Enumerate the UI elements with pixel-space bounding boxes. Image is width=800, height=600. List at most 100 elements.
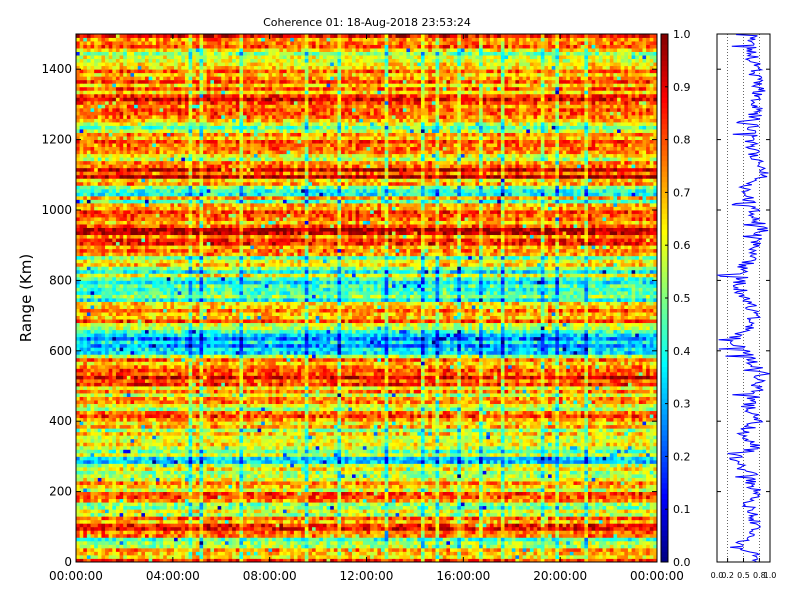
heatmap-cell (264, 544, 269, 549)
heatmap-cell (228, 526, 233, 531)
heatmap-cell (410, 505, 415, 510)
heatmap-cell (141, 551, 146, 556)
heatmap-cell (584, 456, 589, 461)
heatmap-cell (217, 466, 222, 471)
heatmap-cell (134, 551, 139, 556)
heatmap-cell (359, 463, 364, 468)
heatmap-cell (79, 502, 84, 507)
heatmap-cell (595, 505, 600, 510)
heatmap-cell (76, 505, 81, 510)
heatmap-cell (402, 519, 407, 524)
heatmap-cell (489, 509, 494, 514)
heatmap-cell (537, 540, 542, 545)
heatmap-cell (362, 526, 367, 531)
heatmap-cell (322, 523, 327, 528)
heatmap-cell (638, 491, 643, 496)
heatmap-cell (174, 477, 179, 482)
heatmap-cell (308, 474, 313, 478)
heatmap-cell (304, 474, 309, 478)
heatmap-cell (163, 481, 168, 485)
heatmap-cell (479, 463, 484, 468)
heatmap-cell (548, 505, 553, 510)
heatmap-cell (526, 474, 531, 478)
heatmap-cell (475, 509, 480, 514)
heatmap-cell (373, 533, 378, 538)
heatmap-cell (631, 498, 636, 503)
heatmap-cell (413, 540, 418, 545)
heatmap-cell (228, 537, 233, 542)
heatmap-cell (413, 495, 418, 500)
heatmap-cell (508, 470, 513, 475)
heatmap-cell (188, 547, 193, 552)
heatmap-cell (192, 466, 197, 471)
heatmap-cell (460, 505, 465, 510)
heatmap-cell (410, 477, 415, 482)
heatmap-cell (76, 452, 81, 457)
heatmap-cell (297, 474, 302, 478)
heatmap-cell (450, 516, 455, 521)
heatmap-cell (101, 547, 106, 552)
heatmap-cell (638, 477, 643, 482)
heatmap-cell (381, 470, 386, 475)
heatmap-cell (134, 540, 139, 545)
heatmap-cell (362, 547, 367, 552)
heatmap-cell (464, 488, 469, 492)
heatmap-cell (453, 523, 458, 528)
heatmap-cell (624, 463, 629, 468)
heatmap-cell (144, 498, 150, 503)
heatmap-cell (624, 474, 629, 478)
heatmap-cell (210, 530, 215, 535)
heatmap-cell (250, 544, 255, 549)
heatmap-cell (544, 512, 549, 517)
heatmap-cell (384, 466, 389, 471)
heatmap-cell (130, 466, 135, 471)
heatmap-cell (203, 477, 208, 482)
heatmap-cell (348, 466, 353, 471)
heatmap-cell (482, 502, 487, 507)
heatmap-cell (90, 498, 95, 503)
heatmap-cell (177, 491, 182, 496)
heatmap-cell (174, 456, 179, 461)
heatmap-cell (540, 519, 545, 524)
heatmap-cell (315, 459, 320, 464)
heatmap-cell (330, 519, 335, 524)
heatmap-cell (381, 505, 386, 510)
heatmap-cell (410, 470, 415, 475)
heatmap-cell (366, 474, 371, 478)
heatmap-cell (213, 488, 219, 492)
heatmap-cell (642, 484, 647, 489)
heatmap-cell (308, 533, 313, 538)
heatmap-cell (562, 456, 567, 461)
heatmap-cell (184, 463, 189, 468)
heatmap-cell (399, 466, 404, 471)
heatmap-cell (108, 544, 113, 549)
heatmap-cell (224, 512, 229, 517)
heatmap-cell (384, 519, 389, 524)
heatmap-cell (482, 530, 487, 535)
heatmap-cell (188, 474, 193, 478)
heatmap-cell (370, 481, 375, 485)
heatmap-cell (83, 474, 88, 478)
heatmap-cell (370, 544, 375, 549)
heatmap-cell (217, 463, 222, 468)
heatmap-cell (308, 554, 313, 559)
heatmap-cell (548, 477, 553, 482)
heatmap-cell (486, 512, 491, 517)
heatmap-cell (221, 488, 226, 492)
heatmap-cell (508, 526, 513, 531)
heatmap-cell (573, 540, 578, 545)
heatmap-cell (388, 491, 393, 496)
heatmap-cell (170, 491, 175, 496)
heatmap-cell (453, 502, 458, 507)
heatmap-cell (435, 558, 440, 563)
heatmap-cell (141, 491, 146, 496)
heatmap-cell (152, 488, 157, 492)
heatmap-cell (322, 463, 327, 468)
heatmap-cell (213, 477, 219, 482)
heatmap-cell (359, 491, 364, 496)
heatmap-cell (584, 498, 589, 503)
heatmap-cell (228, 523, 233, 528)
heatmap-cell (450, 554, 455, 559)
heatmap-cell (533, 551, 538, 556)
heatmap-cell (330, 498, 335, 503)
